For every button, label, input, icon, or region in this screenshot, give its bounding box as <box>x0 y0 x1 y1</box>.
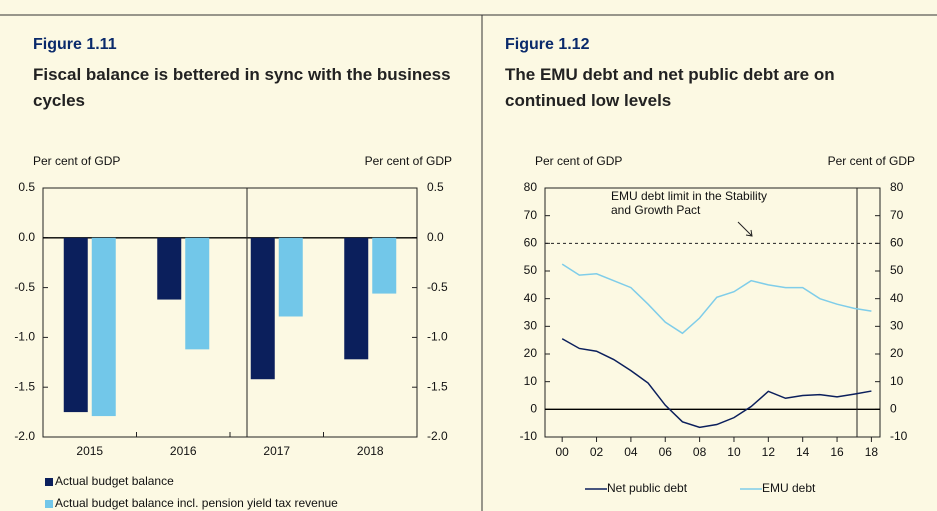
figure-title: The EMU debt and net public debt are on … <box>505 65 835 110</box>
legend-label: EMU debt <box>762 481 816 495</box>
y-tick-label: 60 <box>524 236 538 250</box>
reference-label: EMU debt limit in the Stability <box>611 189 767 203</box>
y2-axis-label: Per cent of GDP <box>365 154 452 168</box>
legend-swatch <box>45 478 53 486</box>
y-tick-label: -1.5 <box>14 379 35 393</box>
bar <box>185 237 210 350</box>
y2-tick-label: 30 <box>890 319 904 333</box>
y-tick-label: -1.0 <box>14 330 35 344</box>
annotation-arrow <box>737 221 753 237</box>
y2-tick-label: 80 <box>890 180 904 194</box>
y-tick-label: 50 <box>524 263 538 277</box>
x-tick-label: 14 <box>796 445 810 459</box>
legend-label: Net public debt <box>607 481 688 495</box>
x-tick-label: 2016 <box>170 444 197 458</box>
x-tick-label: 2017 <box>263 444 290 458</box>
y2-tick-label: -2.0 <box>427 429 448 443</box>
y2-tick-label: 0 <box>890 402 897 416</box>
y2-axis-label: Per cent of GDP <box>828 154 915 168</box>
x-tick-label: 2018 <box>357 444 384 458</box>
figure-label: Figure 1.12 <box>505 36 590 53</box>
y-tick-label: 40 <box>524 291 538 305</box>
figure-title: Fiscal balance is bettered in sync with … <box>33 65 451 110</box>
y-tick-label: 70 <box>524 208 538 222</box>
legend-swatch <box>45 500 53 508</box>
y-tick-label: 10 <box>524 374 538 388</box>
x-tick-label: 00 <box>555 445 569 459</box>
legend-label: Actual budget balance incl. pension yiel… <box>55 496 338 510</box>
y-tick-label: 20 <box>524 346 538 360</box>
y2-tick-label: 0.5 <box>427 180 444 194</box>
y-axis-label: Per cent of GDP <box>535 154 622 168</box>
y-tick-label: 0.0 <box>18 230 35 244</box>
series-line <box>561 338 872 429</box>
x-tick-label: 12 <box>762 445 776 459</box>
series-line <box>561 263 872 335</box>
bar <box>278 237 303 317</box>
y2-tick-label: 40 <box>890 291 904 305</box>
x-tick-label: 06 <box>659 445 673 459</box>
y-tick-label: 30 <box>524 319 538 333</box>
x-tick-label: 02 <box>590 445 604 459</box>
legend-label: Actual budget balance <box>55 474 174 488</box>
y2-tick-label: 50 <box>890 263 904 277</box>
y2-tick-label: -0.5 <box>427 280 448 294</box>
bar <box>91 237 116 417</box>
y-tick-label: 0.5 <box>18 180 35 194</box>
y2-tick-label: 60 <box>890 236 904 250</box>
x-tick-label: 2015 <box>76 444 103 458</box>
y2-tick-label: 70 <box>890 208 904 222</box>
y-tick-label: -10 <box>520 429 538 443</box>
y-axis-label: Per cent of GDP <box>33 154 120 168</box>
x-tick-label: 10 <box>727 445 741 459</box>
bar <box>63 237 88 413</box>
y-tick-label: -2.0 <box>14 429 35 443</box>
reference-label: and Growth Pact <box>611 203 701 217</box>
x-tick-label: 08 <box>693 445 707 459</box>
bar <box>344 237 369 360</box>
bar <box>157 237 182 300</box>
x-tick-label: 18 <box>865 445 879 459</box>
y-tick-label: 80 <box>524 180 538 194</box>
y2-tick-label: -1.5 <box>427 379 448 393</box>
y2-tick-label: -1.0 <box>427 330 448 344</box>
y-tick-label: 0 <box>530 402 537 416</box>
y2-tick-label: -10 <box>890 429 908 443</box>
y2-tick-label: 0.0 <box>427 230 444 244</box>
figure-label: Figure 1.11 <box>33 36 117 53</box>
y2-tick-label: 10 <box>890 374 904 388</box>
plot-frame <box>544 187 881 438</box>
bar <box>250 237 275 380</box>
x-tick-label: 04 <box>624 445 638 459</box>
y-tick-label: -0.5 <box>14 280 35 294</box>
y2-tick-label: 20 <box>890 346 904 360</box>
x-tick-label: 16 <box>830 445 844 459</box>
bar <box>372 237 397 294</box>
